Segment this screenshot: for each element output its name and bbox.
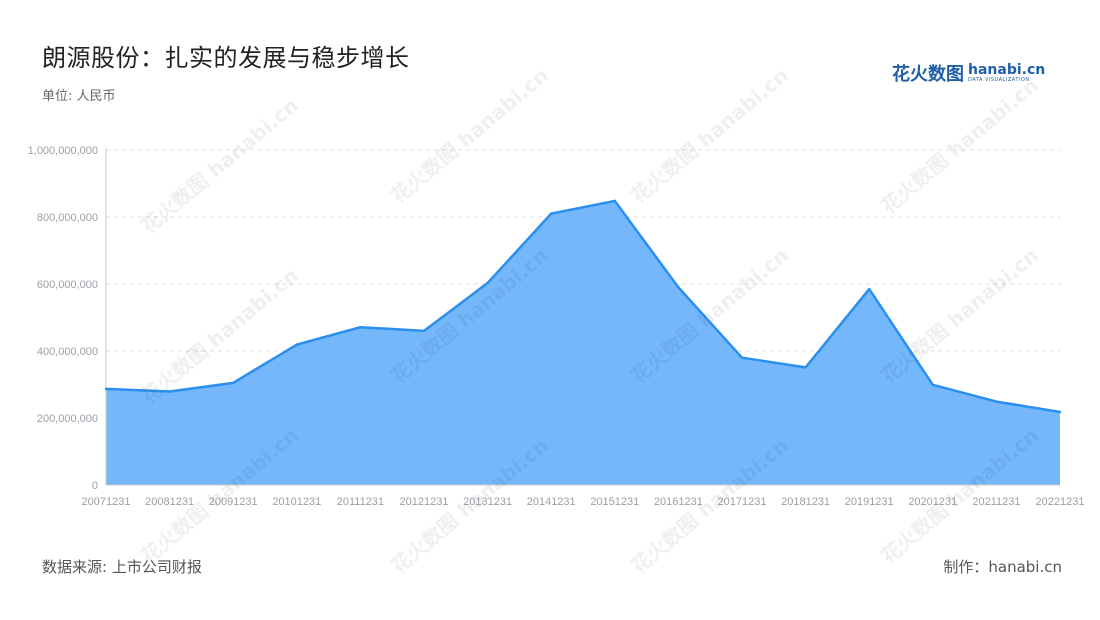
x-tick-label: 20101231 (272, 496, 321, 508)
x-tick-label: 20141231 (527, 496, 576, 508)
chart-title: 朗源股份：扎实的发展与稳步增长 (42, 44, 410, 72)
data-point (740, 356, 744, 359)
area-fill (106, 200, 1060, 486)
logo-cn: 花火数图 (892, 64, 964, 85)
data-point (613, 199, 616, 203)
data-point (550, 212, 553, 215)
logo-en: hanabi.cn (968, 62, 1046, 78)
x-tick-label: 20091231 (209, 496, 258, 508)
x-tick-label: 20151231 (590, 496, 639, 508)
x-tick-label: 20211231 (972, 496, 1020, 508)
data-source: 数据来源: 上市公司财报 (42, 558, 202, 576)
data-point (104, 387, 108, 391)
logo-sub: DATA VISUALIZATION (968, 77, 1030, 83)
logo-en-block: hanabi.cn DATA VISUALIZATION (968, 63, 1045, 83)
brand-logo: 花火数图 hanabi.cn DATA VISUALIZATION (892, 60, 1045, 86)
unit-label: 单位: 人民币 (42, 89, 116, 104)
x-tick-label: 20221231 (1036, 496, 1085, 508)
data-point (931, 383, 934, 387)
y-tick-label: 600,000,000 (37, 279, 98, 291)
x-tick-label: 20181231 (781, 496, 830, 508)
x-tick-label: 20201231 (908, 496, 957, 508)
data-point (677, 286, 680, 289)
data-point (359, 326, 362, 329)
data-point (1058, 410, 1062, 414)
credit: 制作：hanabi.cn (943, 558, 1062, 576)
x-tick-label: 20081231 (145, 496, 194, 508)
y-tick-label: 1,000,000,000 (28, 145, 98, 157)
data-point (995, 400, 998, 403)
x-tick-label: 20121231 (400, 496, 449, 508)
y-tick-label: 400,000,000 (37, 346, 98, 358)
y-tick-label: 800,000,000 (37, 212, 98, 224)
x-tick-label: 20161231 (654, 496, 703, 508)
x-tick-label: 20071231 (82, 496, 131, 508)
data-point (232, 381, 235, 385)
y-tick-label: 0 (92, 480, 98, 492)
x-tick-label: 20111231 (337, 496, 384, 508)
data-point (804, 366, 807, 369)
data-point (486, 281, 489, 285)
data-point (868, 287, 871, 291)
data-point (295, 343, 298, 346)
data-point (422, 329, 426, 333)
y-tick-label: 200,000,000 (37, 413, 98, 425)
x-tick-label: 20131231 (463, 496, 512, 508)
x-tick-label: 20191231 (845, 496, 894, 508)
series-line (105, 199, 1061, 414)
x-tick-label: 20171231 (718, 496, 767, 508)
data-point (168, 390, 171, 393)
